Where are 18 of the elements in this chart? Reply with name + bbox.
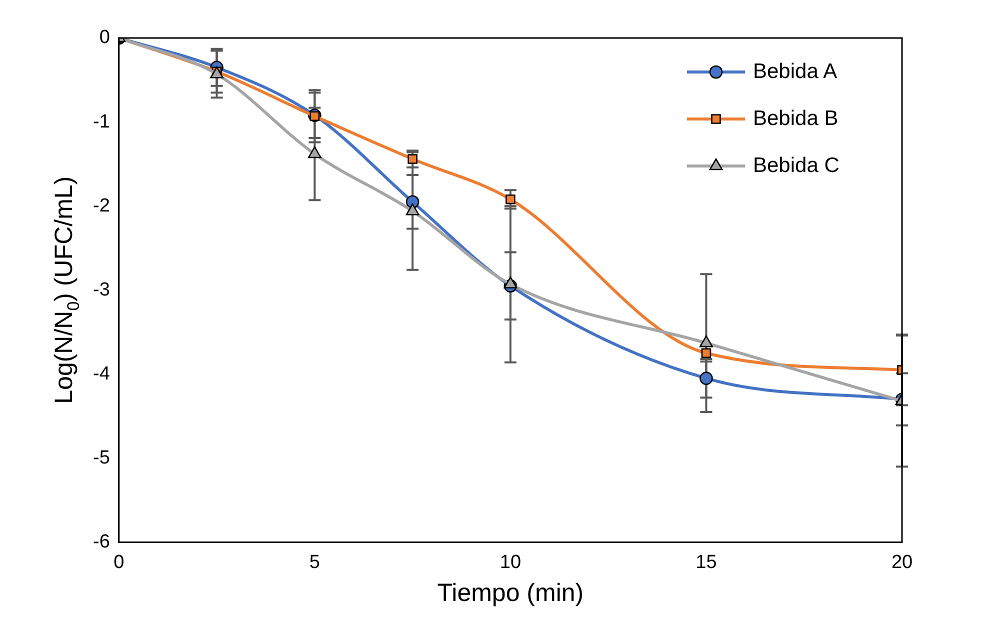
legend-label: Bebida C [753, 154, 840, 177]
y-tick-label: 0 [99, 27, 110, 48]
y-tick-label: -3 [92, 279, 110, 300]
y-tick-label: -6 [92, 531, 110, 552]
x-tick-label: 20 [891, 552, 913, 573]
point [700, 372, 713, 385]
y-axis-title: Log(N/N0) (UFC/mL) [50, 176, 83, 404]
x-tick-label: 5 [309, 552, 320, 573]
legend-label: Bebida B [753, 106, 838, 130]
y-tick-label: -1 [92, 111, 110, 132]
legend-label: Bebida A [753, 60, 838, 83]
y-tick-label: -4 [92, 363, 110, 384]
x-tick-label: 0 [114, 552, 124, 573]
x-axis-title: Tiempo (min) [437, 578, 584, 607]
x-tick-label: 10 [500, 552, 522, 573]
y-tick-label: -5 [92, 447, 110, 468]
y-tick-label: -2 [92, 195, 110, 216]
x-tick-label: 15 [696, 552, 717, 573]
